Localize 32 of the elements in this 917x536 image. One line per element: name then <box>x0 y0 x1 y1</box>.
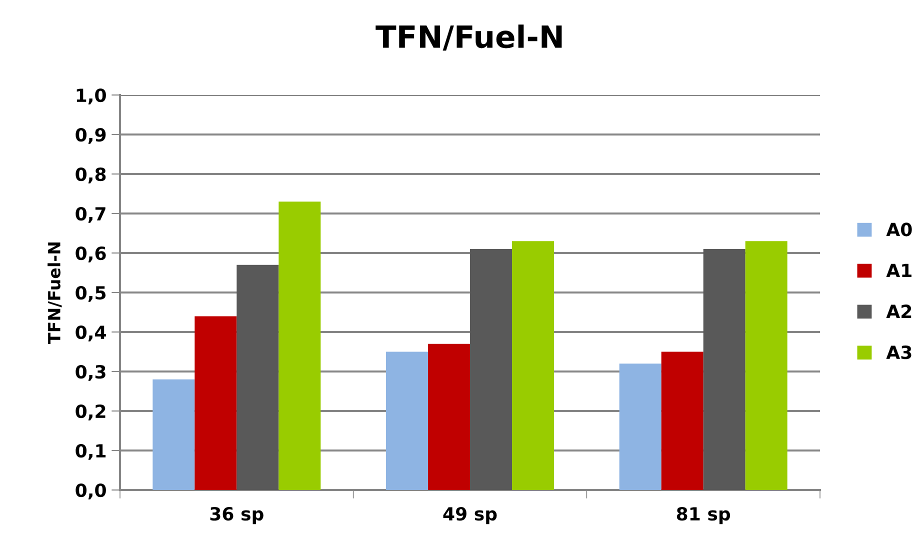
legend-label: A3 <box>886 346 912 360</box>
x-tick-label: 36 sp <box>210 506 264 524</box>
bar <box>703 249 746 490</box>
bar <box>194 316 237 490</box>
y-tick-label: 0,3 <box>76 364 106 381</box>
legend-label: A0 <box>886 222 912 236</box>
y-tick-label: 0,4 <box>76 325 106 342</box>
bar <box>386 352 428 490</box>
bar <box>278 202 321 490</box>
y-tick-label: 0,5 <box>76 286 106 302</box>
bar <box>512 241 554 490</box>
y-tick-label: 0,7 <box>76 206 106 223</box>
y-tick-label: 0,2 <box>76 404 106 420</box>
y-tick-label: 0,9 <box>76 128 106 144</box>
bar <box>619 364 662 490</box>
bar <box>152 379 195 490</box>
bar <box>428 344 470 490</box>
y-axis-title: TFN/Fuel-N <box>48 242 62 344</box>
y-tick-label: 0,0 <box>76 483 106 500</box>
bar <box>470 249 512 490</box>
bar <box>661 352 704 490</box>
legend-label: A1 <box>886 264 912 278</box>
chart-title: TFN/Fuel-N <box>376 24 562 51</box>
bar <box>745 241 788 490</box>
y-tick-label: 1,0 <box>76 88 106 104</box>
y-tick-label: 0,1 <box>76 444 106 460</box>
x-tick-label: 49 sp <box>443 507 497 524</box>
legend-label: A2 <box>886 304 912 318</box>
y-tick-label: 0,6 <box>76 246 106 262</box>
bar <box>236 264 279 490</box>
y-tick-label: 0,8 <box>76 167 106 184</box>
x-tick-label: 81 sp <box>676 506 730 524</box>
